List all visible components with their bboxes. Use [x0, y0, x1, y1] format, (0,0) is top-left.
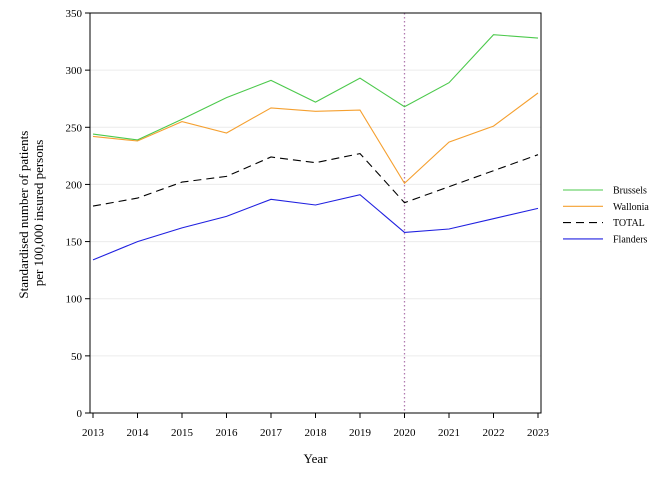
legend-label-brussels: Brussels — [613, 186, 647, 197]
x-tick-label: 2017 — [260, 427, 283, 439]
legend-label-total: TOTAL — [613, 218, 645, 229]
y-tick-label: 0 — [77, 408, 83, 420]
x-tick-label: 2013 — [82, 427, 105, 439]
x-tick-label: 2021 — [438, 427, 460, 439]
x-tick-label: 2015 — [171, 427, 194, 439]
legend-label-wallonia: Wallonia — [613, 202, 649, 213]
series-line-flanders — [92, 194, 539, 261]
series-line-wallonia — [92, 92, 539, 185]
y-tick-label: 250 — [66, 122, 83, 134]
y-tick-label: 350 — [66, 8, 83, 20]
series-line-total — [92, 152, 539, 207]
x-tick-label: 2019 — [349, 427, 372, 439]
y-tick-label: 50 — [71, 351, 83, 363]
series-lines — [92, 34, 539, 261]
x-tick-label: 2020 — [394, 427, 417, 439]
y-axis-title: Standardised number of patients per 100,… — [16, 127, 46, 298]
y-tick-label: 200 — [66, 179, 83, 191]
y-tick-label: 150 — [66, 237, 83, 249]
grid — [90, 69, 541, 357]
y-tick-label: 300 — [66, 65, 83, 77]
x-axis-title: Year — [304, 451, 329, 466]
y-axis-title-line-2: per 100,000 insured persons — [31, 140, 46, 287]
x-tick-label: 2023 — [527, 427, 550, 439]
y-axis: 0 50 100 150 200 250 300 350 — [66, 8, 90, 420]
legend: Brussels Wallonia TOTAL Flanders — [563, 186, 649, 245]
x-tick-label: 2014 — [127, 427, 150, 439]
x-tick-label: 2022 — [483, 427, 505, 439]
x-axis: 2013 2014 2015 2016 2017 2018 2019 2020 2021 2022… — [82, 413, 550, 439]
series-line-brussels — [92, 34, 539, 141]
y-axis-title-line-1: Standardised number of patients — [16, 131, 31, 299]
plot-frame — [89, 12, 542, 414]
x-tick-label: 2018 — [305, 427, 328, 439]
y-tick-label: 100 — [66, 294, 83, 306]
x-tick-label: 2016 — [216, 427, 239, 439]
legend-label-flanders: Flanders — [613, 234, 648, 245]
